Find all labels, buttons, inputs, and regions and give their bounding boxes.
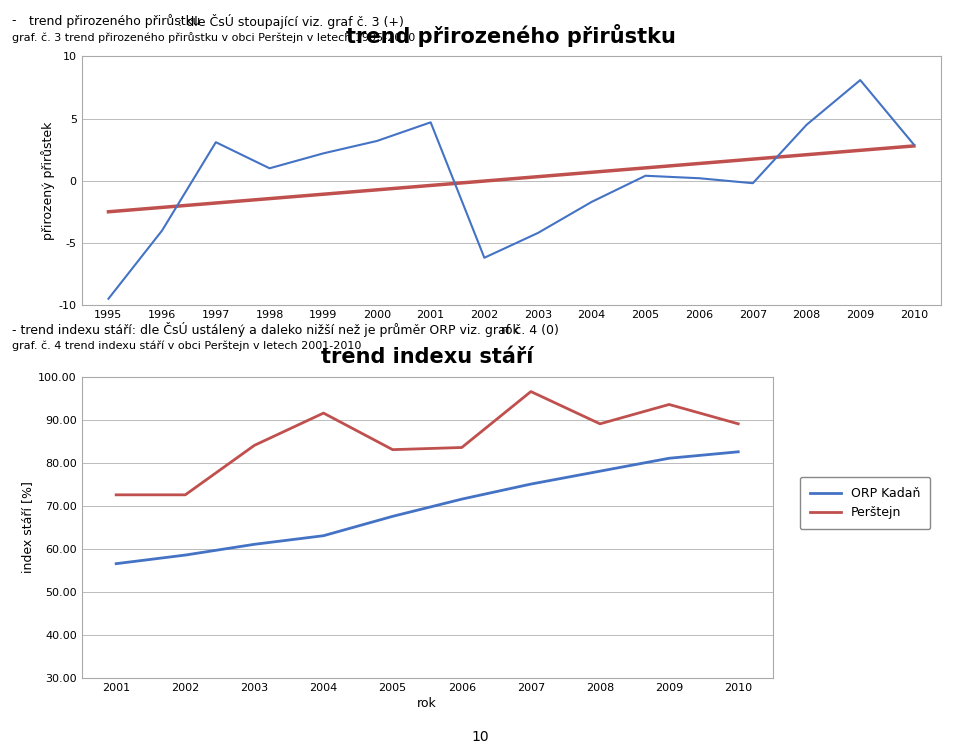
Perštejn <box>387 445 398 454</box>
Perštejn <box>594 419 606 428</box>
ORP Kadaň <box>663 454 675 463</box>
Y-axis label: přirozený přirůstek: přirozený přirůstek <box>40 121 55 240</box>
Text: graf. č. 4 trend indexu stáří v obci Perštejn v letech 2001-2010: graf. č. 4 trend indexu stáří v obci Per… <box>12 340 361 351</box>
ORP Kadaň <box>110 559 122 569</box>
Line: Perštejn: Perštejn <box>116 392 738 495</box>
ORP Kadaň <box>249 540 260 549</box>
Perštejn <box>456 443 468 452</box>
Title: trend indexu stáří: trend indexu stáří <box>321 346 534 367</box>
Line: ORP Kadaň: ORP Kadaň <box>116 452 738 564</box>
ORP Kadaň <box>387 512 398 521</box>
Perštejn <box>318 409 329 418</box>
Text: graf. č. 3 trend přirozeného přirůstku v obci Perštejn v letech 1995-2010: graf. č. 3 trend přirozeného přirůstku v… <box>12 32 415 42</box>
Text: - trend indexu stáří: dle ČsÚ ustálený a daleko nižší než je průměr ORP viz. gra: - trend indexu stáří: dle ČsÚ ustálený a… <box>12 322 559 337</box>
X-axis label: rok: rok <box>501 324 521 337</box>
Legend: ORP Kadaň, Perštejn: ORP Kadaň, Perštejn <box>800 477 930 529</box>
ORP Kadaň <box>318 531 329 540</box>
Perštejn <box>249 441 260 450</box>
ORP Kadaň <box>525 480 537 489</box>
Text: trend přirozeného přirůstku: trend přirozeného přirůstku <box>29 14 201 28</box>
ORP Kadaň <box>732 447 744 456</box>
Text: : dle ČsÚ stoupající viz. graf č. 3 (+): : dle ČsÚ stoupající viz. graf č. 3 (+) <box>178 14 403 29</box>
Text: 10: 10 <box>471 730 489 744</box>
Perštejn <box>525 387 537 396</box>
ORP Kadaň <box>180 550 191 559</box>
X-axis label: rok: rok <box>418 697 437 710</box>
ORP Kadaň <box>594 467 606 476</box>
Perštejn <box>180 490 191 499</box>
Perštejn <box>110 490 122 499</box>
Perštejn <box>663 400 675 409</box>
ORP Kadaň <box>456 495 468 504</box>
Perštejn <box>732 419 744 428</box>
Text: -: - <box>12 14 20 26</box>
Title: trend přirozeného přirůstku: trend přirozeného přirůstku <box>347 23 676 47</box>
Y-axis label: index stáří [%]: index stáří [%] <box>21 481 34 573</box>
